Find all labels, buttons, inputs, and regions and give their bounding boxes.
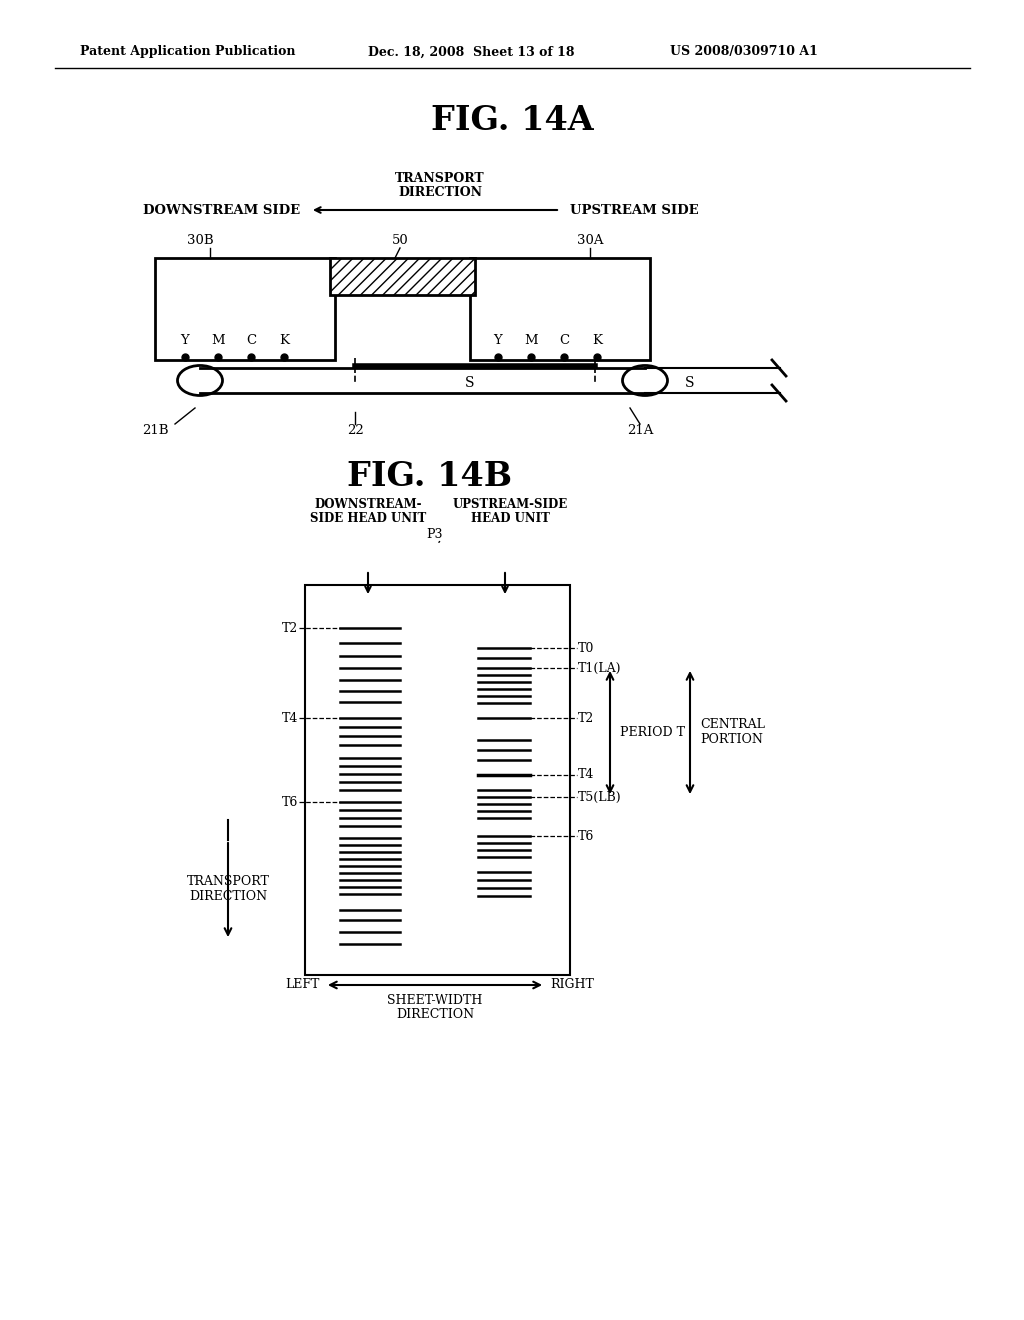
Text: HEAD UNIT: HEAD UNIT	[471, 511, 550, 524]
Text: DOWNSTREAM SIDE: DOWNSTREAM SIDE	[143, 203, 300, 216]
Text: 30A: 30A	[577, 234, 603, 247]
Text: Y: Y	[494, 334, 503, 346]
Text: K: K	[592, 334, 602, 346]
Text: FIG. 14A: FIG. 14A	[431, 103, 593, 136]
Text: Dec. 18, 2008  Sheet 13 of 18: Dec. 18, 2008 Sheet 13 of 18	[368, 45, 574, 58]
Text: TRANSPORT: TRANSPORT	[395, 172, 484, 185]
Text: T2: T2	[578, 711, 594, 725]
Text: 50: 50	[391, 234, 409, 247]
Bar	[305, 585, 570, 975]
Text: T1(LA): T1(LA)	[578, 661, 622, 675]
Ellipse shape	[177, 366, 222, 396]
Bar	[155, 257, 335, 360]
Bar	[330, 257, 475, 294]
Text: UPSTREAM-SIDE: UPSTREAM-SIDE	[453, 499, 567, 511]
Text: M: M	[211, 334, 225, 346]
Text: US 2008/0309710 A1: US 2008/0309710 A1	[670, 45, 818, 58]
Text: SIDE HEAD UNIT: SIDE HEAD UNIT	[310, 511, 426, 524]
Text: 30B: 30B	[186, 234, 213, 247]
Ellipse shape	[623, 366, 668, 396]
Text: T6: T6	[578, 829, 594, 842]
Text: K: K	[279, 334, 289, 346]
Text: FIG. 14B: FIG. 14B	[347, 459, 513, 492]
Text: T6: T6	[282, 796, 298, 808]
Text: DIRECTION: DIRECTION	[396, 1007, 474, 1020]
Text: T0: T0	[578, 642, 594, 655]
Text: C: C	[246, 334, 256, 346]
Text: SHEET-WIDTH: SHEET-WIDTH	[387, 994, 482, 1006]
Text: CENTRAL
PORTION: CENTRAL PORTION	[700, 718, 765, 746]
Text: Patent Application Publication: Patent Application Publication	[80, 45, 296, 58]
Text: Y: Y	[180, 334, 189, 346]
Text: DIRECTION: DIRECTION	[398, 186, 482, 199]
Text: UPSTREAM SIDE: UPSTREAM SIDE	[570, 203, 698, 216]
Text: 21B: 21B	[141, 424, 168, 437]
Text: DOWNSTREAM-: DOWNSTREAM-	[314, 499, 422, 511]
Text: 21A: 21A	[627, 424, 653, 437]
Bar	[470, 257, 650, 360]
Text: TRANSPORT
DIRECTION: TRANSPORT DIRECTION	[186, 875, 269, 903]
Text: PERIOD T: PERIOD T	[620, 726, 685, 738]
Text: T4: T4	[282, 711, 298, 725]
Text: T4: T4	[578, 768, 594, 781]
Text: T2: T2	[282, 622, 298, 635]
Text: LEFT: LEFT	[286, 978, 319, 991]
Text: T5(LB): T5(LB)	[578, 791, 622, 804]
Text: S: S	[465, 376, 475, 389]
Text: M: M	[524, 334, 538, 346]
Text: S: S	[685, 376, 694, 389]
Text: C: C	[559, 334, 569, 346]
Text: RIGHT: RIGHT	[550, 978, 594, 991]
Text: P3: P3	[427, 528, 443, 541]
Text: 22: 22	[347, 424, 364, 437]
